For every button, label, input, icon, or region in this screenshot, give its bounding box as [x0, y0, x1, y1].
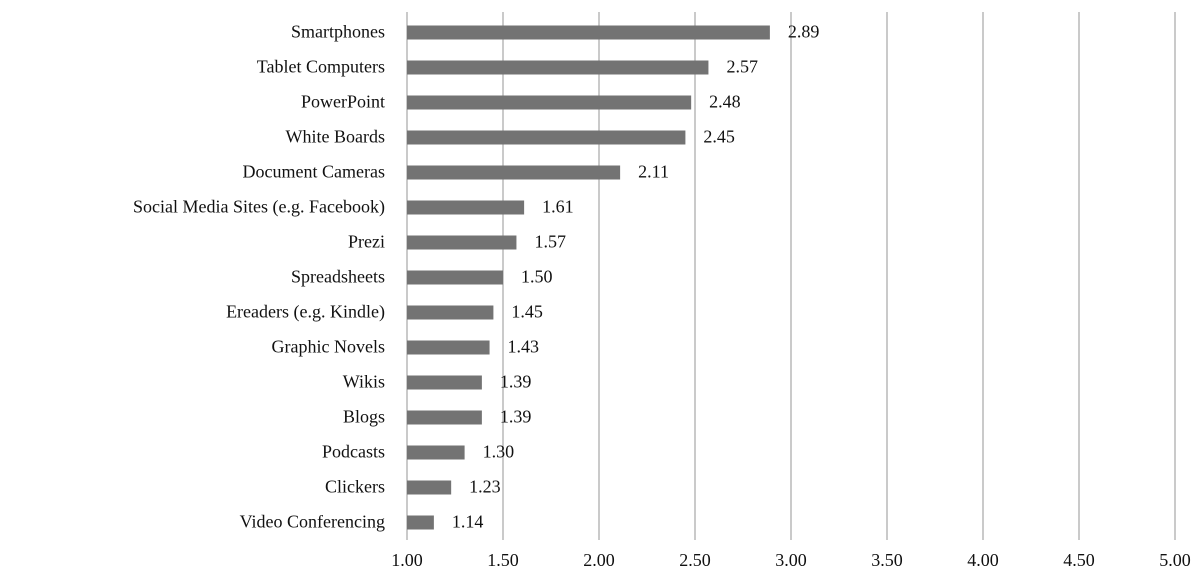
x-tick-label: 1.50	[487, 550, 519, 570]
value-label: 1.30	[483, 442, 514, 462]
y-tick-label: Tablet Computers	[257, 57, 385, 77]
value-label: 1.57	[534, 232, 566, 252]
y-tick-label: Spreadsheets	[291, 267, 385, 287]
value-label: 1.23	[469, 477, 501, 497]
bar	[407, 445, 465, 460]
bar	[407, 305, 494, 320]
value-label: 2.11	[638, 162, 669, 182]
value-label: 1.45	[511, 302, 543, 322]
y-tick-label: Wikis	[343, 372, 385, 392]
bar	[407, 410, 482, 425]
y-tick-label: Social Media Sites (e.g. Facebook)	[133, 197, 385, 218]
bar	[407, 270, 503, 285]
x-tick-label: 3.00	[775, 550, 807, 570]
value-label: 2.57	[726, 57, 758, 77]
value-label: 1.14	[452, 512, 484, 532]
y-tick-label: Podcasts	[322, 442, 385, 462]
x-tick-label: 2.50	[679, 550, 711, 570]
bar	[407, 480, 452, 495]
y-tick-label: Clickers	[325, 477, 385, 497]
y-tick-label: Document Cameras	[243, 162, 385, 182]
bar	[407, 165, 621, 180]
value-label: 1.50	[521, 267, 553, 287]
value-label: 2.48	[709, 92, 741, 112]
x-tick-label: 5.00	[1159, 550, 1191, 570]
bar	[407, 130, 686, 145]
bar	[407, 515, 434, 530]
y-tick-label: Video Conferencing	[240, 512, 385, 532]
y-tick-label: Blogs	[343, 407, 385, 427]
value-label: 1.43	[508, 337, 540, 357]
bar	[407, 25, 770, 40]
y-tick-label: Prezi	[348, 232, 385, 252]
x-tick-label: 2.00	[583, 550, 615, 570]
x-tick-label: 4.00	[967, 550, 999, 570]
bar	[407, 60, 709, 75]
value-label: 2.45	[703, 127, 735, 147]
x-tick-label: 3.50	[871, 550, 903, 570]
y-tick-label: PowerPoint	[301, 92, 385, 112]
value-label: 2.89	[788, 22, 820, 42]
value-label: 1.39	[500, 407, 532, 427]
bar	[407, 375, 482, 390]
y-tick-label: Graphic Novels	[272, 337, 385, 357]
value-label: 1.61	[542, 197, 574, 217]
bar	[407, 95, 692, 110]
x-tick-label: 4.50	[1063, 550, 1095, 570]
y-tick-label: Ereaders (e.g. Kindle)	[226, 302, 385, 323]
y-tick-label: Smartphones	[291, 22, 385, 42]
bar	[407, 235, 517, 250]
x-tick-label: 1.00	[391, 550, 423, 570]
y-tick-label: White Boards	[286, 127, 385, 147]
bar	[407, 200, 525, 215]
bar	[407, 340, 490, 355]
value-label: 1.39	[500, 372, 532, 392]
